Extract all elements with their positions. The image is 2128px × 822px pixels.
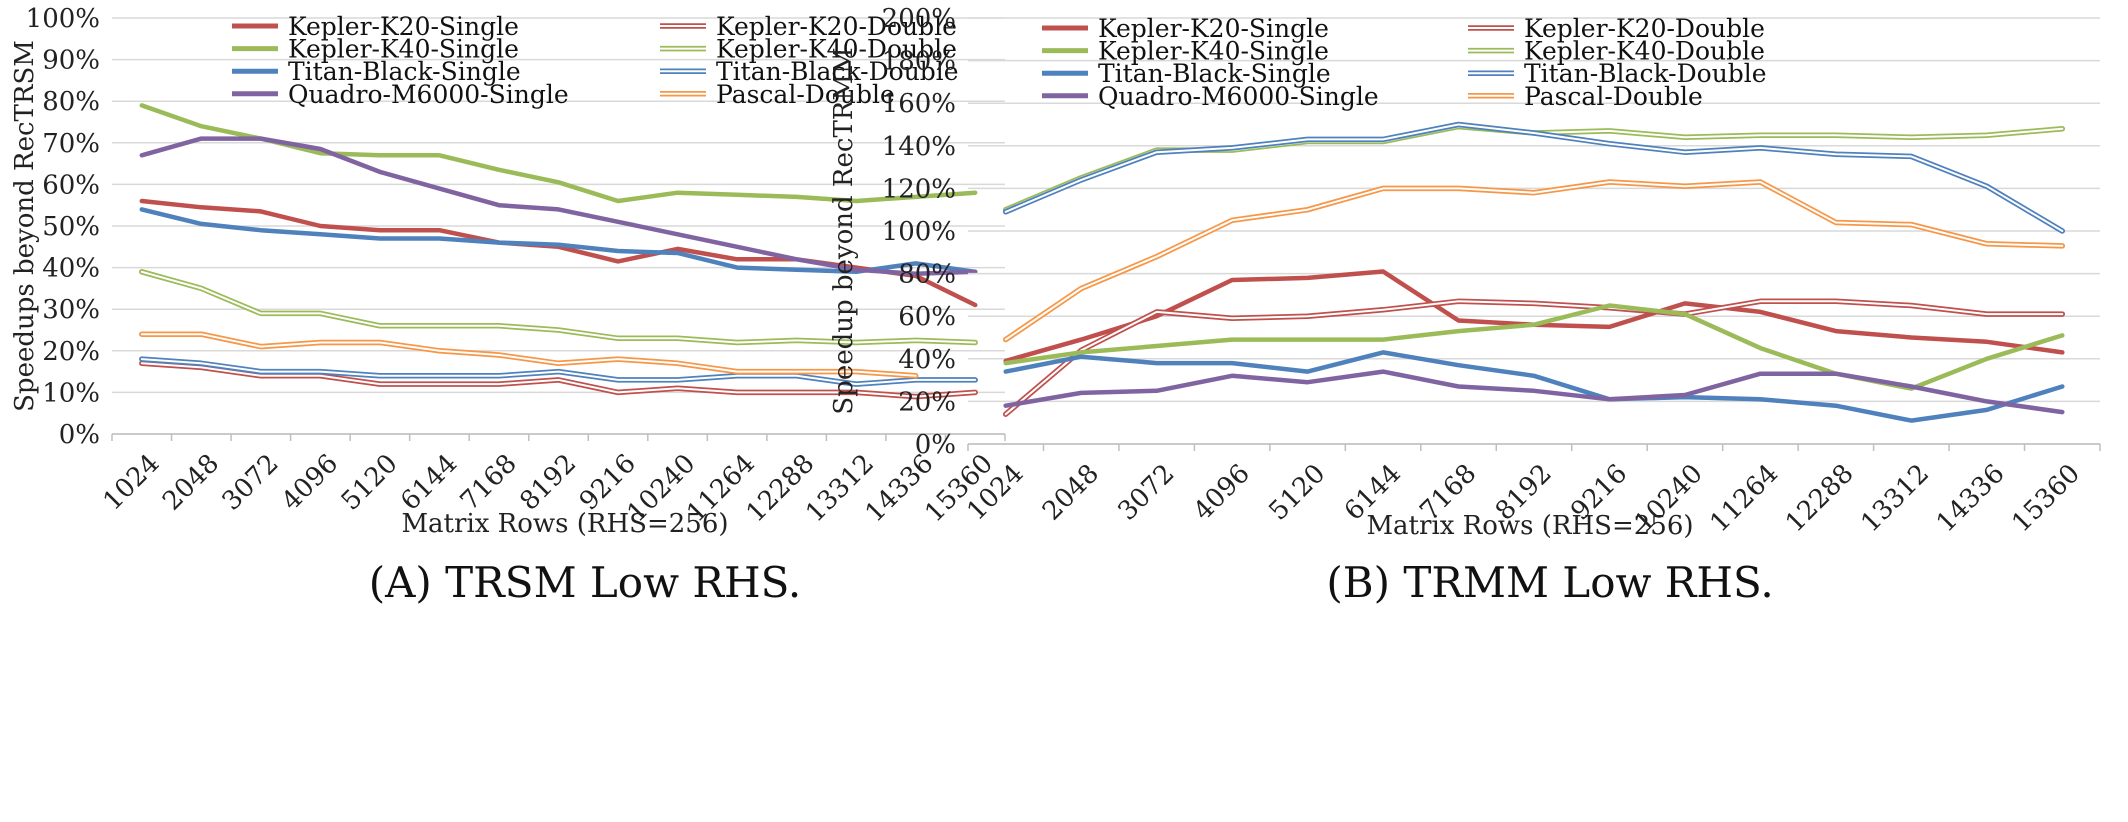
x-tick-label: 13312	[1855, 459, 1935, 539]
y-tick-label: 50%	[42, 212, 100, 242]
y-tick-label: 30%	[42, 295, 100, 325]
legend-entry: Quadro-M6000-Single	[288, 80, 569, 109]
y-tick-label: 120%	[882, 174, 956, 204]
y-tick-label: 70%	[42, 129, 100, 159]
x-tick-label: 7168	[455, 449, 523, 517]
series-line-core	[1004, 300, 2064, 416]
y-tick-label: 60%	[42, 170, 100, 200]
y-tick-label: 180%	[882, 47, 956, 77]
x-tick-label: 3072	[1112, 459, 1180, 527]
x-axis-title: Matrix Rows (RHS=256)	[401, 509, 728, 539]
series-line-Titan-Black-Single	[139, 207, 978, 275]
series-line-Kepler-K40-Double	[1002, 123, 2066, 213]
y-tick-label: 140%	[882, 132, 956, 162]
x-tick-label: 8192	[514, 449, 582, 517]
y-tick-label: 80%	[42, 87, 100, 117]
legend-entry: Kepler-K20-Single	[288, 12, 519, 41]
x-tick-label: 15360	[2006, 459, 2086, 539]
legend-entry: Kepler-K40-Single	[1098, 37, 1329, 66]
series-line-core	[140, 362, 977, 398]
x-tick-label: 5120	[1263, 459, 1331, 527]
legend-entry: Titan-Black-Double	[716, 57, 959, 86]
y-tick-label: 20%	[42, 337, 100, 367]
series-line-Kepler-K20-Double	[1002, 298, 2066, 417]
x-tick-label: 4096	[1188, 459, 1256, 527]
x-axis-title: Matrix Rows (RHS=256)	[1366, 511, 1693, 541]
x-tick-label: 2048	[157, 449, 225, 517]
y-tick-label: 100%	[26, 4, 100, 34]
legend-entry: Titan-Black-Single	[288, 57, 521, 86]
legend-entry: Titan-Black-Double	[1524, 59, 1767, 88]
legend-entry: Titan-Black-Single	[1098, 59, 1331, 88]
legend-entry: Quadro-M6000-Single	[1098, 82, 1379, 111]
series-line-Titan-Black-Double	[1002, 121, 2066, 234]
chart-caption: (B) TRMM Low RHS.	[1326, 558, 1773, 607]
legend-entry: Kepler-K20-Double	[716, 12, 957, 41]
y-axis-title: Speedup beyond RecTRMM	[829, 47, 859, 414]
y-tick-label: 200%	[882, 4, 956, 34]
y-axis-title: Speedups beyond RecTRSM	[10, 40, 40, 412]
y-tick-label: 40%	[42, 254, 100, 284]
y-tick-label: 100%	[882, 217, 956, 247]
y-tick-label: 80%	[898, 260, 956, 290]
y-tick-label: 0%	[59, 420, 100, 450]
y-tick-label: 40%	[898, 345, 956, 375]
x-tick-label: 6144	[395, 449, 463, 517]
y-tick-label: 60%	[898, 302, 956, 332]
series-line-core	[140, 358, 977, 386]
series-line-core	[1004, 181, 2064, 341]
legend-entry: Kepler-K20-Double	[1524, 14, 1765, 43]
legend-entry: Pascal-Double	[716, 80, 895, 109]
y-tick-label: 20%	[898, 387, 956, 417]
series-line-core	[1004, 123, 2064, 232]
x-tick-label: 1024	[98, 449, 166, 517]
x-tick-label: 11264	[1705, 459, 1785, 539]
legend-entry: Pascal-Double	[1524, 82, 1703, 111]
chart-caption: (A) TRSM Low RHS.	[369, 558, 802, 607]
series-line-core	[140, 270, 977, 344]
series-line-Quadro-M6000-Single	[139, 136, 978, 277]
series-line-core	[140, 333, 917, 377]
legend-entry: Kepler-K40-Single	[288, 35, 519, 64]
x-tick-label: 12288	[1780, 459, 1860, 539]
series-line-Titan-Black-Single	[1003, 350, 2065, 423]
legend-entry: Kepler-K40-Double	[1524, 37, 1765, 66]
y-tick-label: 160%	[882, 89, 956, 119]
legend-entry: Kepler-K20-Single	[1098, 14, 1329, 43]
series-line-Quadro-M6000-Single	[1003, 369, 2065, 415]
x-tick-label: 14336	[1931, 459, 2011, 539]
y-tick-label: 0%	[915, 430, 956, 460]
x-tick-label: 2048	[1037, 459, 1105, 527]
legend-entry: Kepler-K40-Double	[716, 35, 957, 64]
y-tick-label: 90%	[42, 46, 100, 76]
chart-b-trmm: 0%20%40%60%80%100%120%140%160%180%200%10…	[829, 4, 2101, 607]
y-tick-label: 10%	[42, 378, 100, 408]
x-tick-label: 4096	[276, 449, 344, 517]
x-tick-label: 3072	[217, 449, 285, 517]
chart-a-trsm: 0% 10% 20% 30% 40% 50% 60% 70% 80% 90% 100% 1024204…	[10, 4, 1006, 607]
x-tick-label: 5120	[336, 449, 404, 517]
